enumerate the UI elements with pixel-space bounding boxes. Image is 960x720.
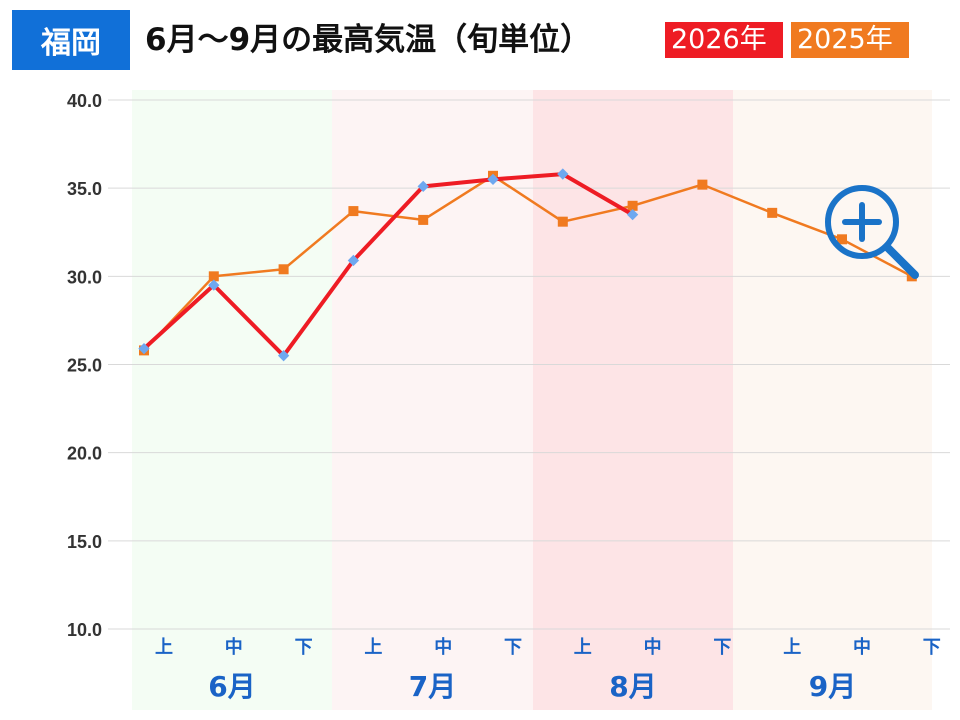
legend-item-2025: 2025年: [791, 22, 909, 58]
data-point: [138, 342, 150, 355]
x-tick-label: 上: [364, 637, 382, 658]
y-tick-label: 35.0: [67, 179, 102, 199]
line-chart: 40.0 35.0 30.0 25.0 20.0 15.0 10.0 上 中 下 上 中 下 上 中 下 上 中…: [67, 90, 950, 710]
y-tick-label: 25.0: [67, 356, 102, 376]
y-tick-label: 40.0: [67, 91, 102, 111]
data-point: [418, 214, 429, 225]
series-line: [142, 172, 634, 358]
zoom-in-icon[interactable]: [825, 185, 919, 279]
y-tick-label: 30.0: [67, 267, 102, 287]
x-tick-label: 上: [574, 637, 592, 658]
x-tick-label: 下: [295, 637, 313, 658]
data-point: [487, 173, 499, 186]
month-band: [332, 90, 533, 710]
x-tick-label: 中: [644, 636, 662, 658]
x-axis-ticks: 上中下上中下上中下上中下: [155, 636, 941, 658]
y-tick-label: 10.0: [67, 620, 102, 640]
month-label: 8月: [609, 670, 656, 703]
y-axis-ticks: 40.0 35.0 30.0 25.0 20.0 15.0 10.0: [67, 91, 102, 640]
month-label: 6月: [208, 670, 255, 703]
x-tick-label: 中: [434, 636, 452, 658]
month-band: [733, 90, 932, 710]
data-point: [557, 216, 568, 227]
x-tick-label: 下: [504, 637, 522, 658]
data-point: [626, 208, 639, 221]
legend-item-2026: 2026年: [665, 22, 783, 58]
month-labels: 6月 7月 8月 9月: [208, 670, 856, 703]
chart-title: 6月～9月の最高気温（旬単位）: [145, 22, 592, 58]
month-bands: [132, 90, 932, 710]
data-point: [347, 254, 360, 267]
x-tick-label: 中: [225, 636, 243, 658]
data-point: [278, 264, 289, 275]
data-point: [767, 207, 778, 218]
y-tick-label: 15.0: [67, 532, 102, 552]
data-point: [208, 279, 220, 291]
x-tick-label: 上: [155, 637, 173, 658]
data-point: [627, 200, 638, 211]
x-tick-label: 下: [713, 637, 731, 658]
month-label: 7月: [409, 670, 456, 703]
data-point: [277, 350, 290, 362]
month-band: [533, 90, 733, 710]
data-point: [348, 206, 359, 217]
series-lines: [138, 168, 917, 362]
data-point: [208, 271, 219, 282]
grid-lines: [108, 99, 950, 630]
data-point: [697, 179, 708, 190]
x-tick-label: 中: [853, 636, 871, 658]
x-tick-label: 下: [923, 637, 941, 658]
x-tick-label: 上: [783, 637, 801, 658]
month-band: [132, 90, 332, 710]
city-badge: 福岡: [12, 10, 130, 70]
series-line: [143, 174, 913, 352]
y-tick-label: 20.0: [67, 444, 102, 464]
month-label: 9月: [809, 670, 856, 703]
data-point: [837, 234, 847, 245]
